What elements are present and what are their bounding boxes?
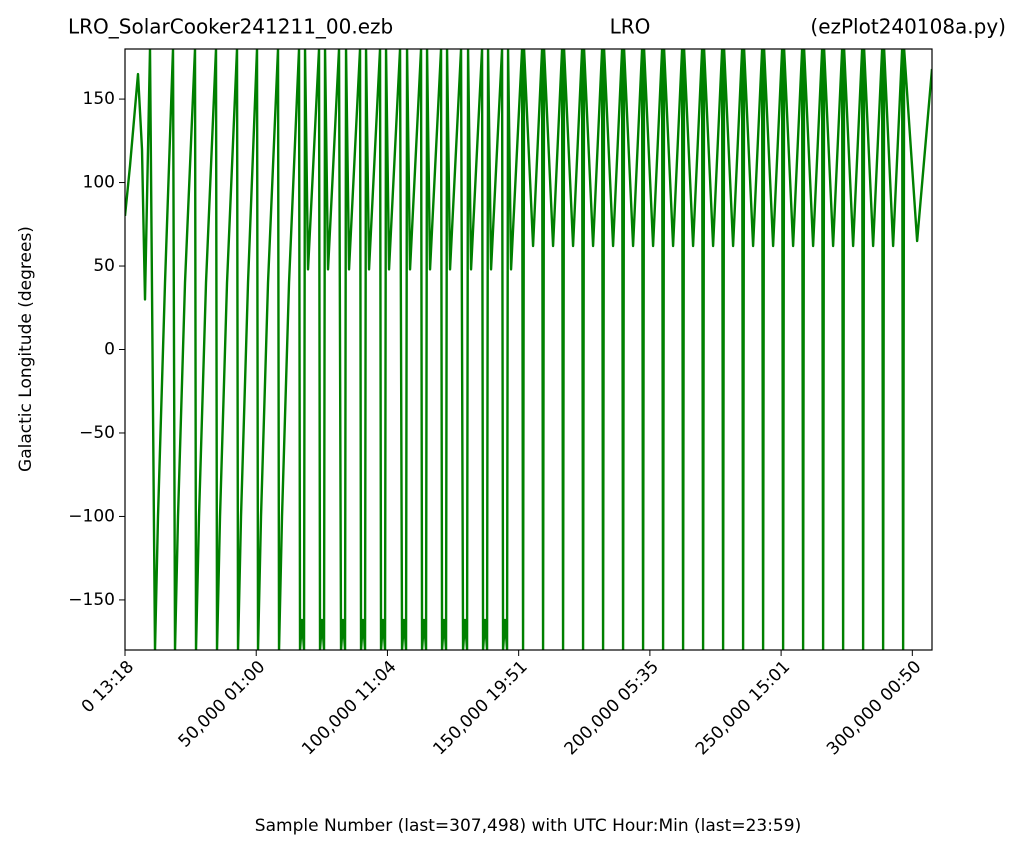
- y-tick-label: −50: [79, 423, 115, 443]
- chart-title-file: LRO_SolarCooker241211_00.ezb: [68, 15, 393, 39]
- y-tick-label: 0: [104, 340, 115, 360]
- y-tick-label: 150: [83, 89, 115, 109]
- y-tick-label: 100: [83, 173, 115, 193]
- x-tick-label: 50,000 01:00: [175, 657, 270, 752]
- data-line: [125, 49, 932, 650]
- x-tick-label: 250,000 15:01: [692, 657, 794, 759]
- y-tick-label: −150: [68, 590, 115, 610]
- x-tick-label: 0 13:18: [78, 657, 138, 717]
- plot-frame: [124, 48, 933, 651]
- x-tick-label: 300,000 00:50: [823, 657, 925, 759]
- x-tick-label: 150,000 19:51: [429, 657, 531, 759]
- y-tick-label: 50: [93, 256, 115, 276]
- x-tick-label: 100,000 11:04: [298, 657, 400, 759]
- x-axis-label: Sample Number (last=307,498) with UTC Ho…: [255, 816, 801, 836]
- chart-title-station: LRO: [610, 15, 651, 39]
- chart-title-script: (ezPlot240108a.py): [810, 15, 1006, 39]
- x-tick-label: 200,000 05:35: [561, 657, 663, 759]
- y-tick-label: −100: [68, 506, 115, 526]
- y-axis-label: Galactic Longitude (degrees): [16, 226, 36, 472]
